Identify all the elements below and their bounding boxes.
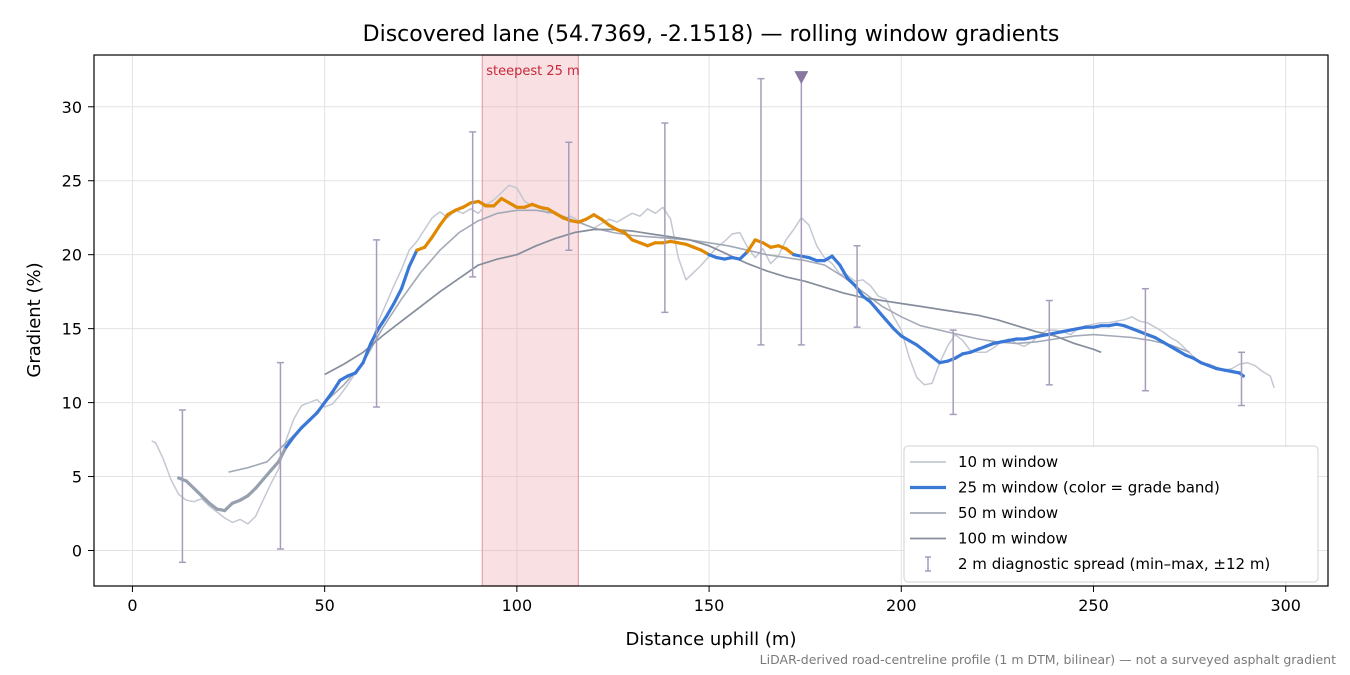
series-25m-window-segment: [223, 501, 234, 513]
series-25m-window-segment: [323, 390, 334, 405]
series-layer: [151, 184, 1275, 525]
highlight-layer: steepest 25 m: [481, 54, 580, 587]
series-25m-window-segment: [384, 301, 396, 319]
steepest-segment-band: [481, 54, 579, 587]
x-tick-label: 150: [694, 596, 725, 615]
series-25m-window-segment: [915, 343, 927, 353]
x-tick-label: 0: [127, 596, 137, 615]
legend-item-label: 2 m diagnostic spread (min–max, ±12 m): [958, 555, 1270, 573]
y-tick-label: 10: [62, 394, 82, 413]
y-tick-label: 20: [62, 246, 82, 265]
series-25m-window-segment: [784, 247, 796, 257]
series-25m-window-segment: [830, 254, 842, 267]
series-25m-window-segment: [492, 196, 504, 208]
x-tick-label: 200: [886, 596, 917, 615]
series-25m-window-segment: [861, 294, 873, 304]
legend-items: 10 m window 25 m window (color = grade ba…: [910, 453, 1270, 573]
series-25m-window-segment: [207, 501, 219, 511]
series-25m-window-segment: [876, 309, 888, 322]
series-25m-window-segment: [292, 426, 304, 439]
series-25m-window-segment: [376, 315, 388, 331]
series-25m-window-segment: [745, 238, 757, 254]
series-25m-window-segment: [922, 349, 934, 359]
legend-item-label: 25 m window (color = grade band): [958, 479, 1220, 497]
series-25m-window-segment: [353, 361, 365, 375]
y-axis-label: Gradient (%): [24, 262, 45, 377]
series-25m-window-segment: [838, 263, 850, 280]
steepest-segment-label: steepest 25 m: [486, 64, 579, 79]
series-25m-window-segment: [891, 327, 903, 338]
series-25m-window-segment: [300, 418, 311, 430]
x-tick-label: 50: [314, 596, 334, 615]
series-25m-window-segment: [599, 217, 611, 227]
series-25m-window-segment: [246, 486, 258, 498]
series-25m-window-segment: [184, 479, 196, 490]
plot-frame: [93, 54, 1329, 587]
y-tick-label: 30: [62, 98, 82, 117]
x-tick-label: 100: [502, 596, 533, 615]
series-25m-window-segment: [438, 213, 450, 227]
legend-item-label: 100 m window: [958, 530, 1068, 548]
series-25m-window-segment: [200, 494, 211, 505]
series-10m-window-line: [151, 184, 1275, 525]
series-25m-window-segment: [392, 287, 404, 306]
y-tick-label: 5: [72, 468, 82, 487]
series-100m-window-line: [324, 228, 1102, 376]
y-tick-label: 0: [72, 542, 82, 561]
series-25m-window-segment: [399, 264, 411, 291]
peak-marker-triangle: [794, 71, 809, 85]
ticks-layer: 0 50 100 150 200 250 300 0 5 10 15 20 25 30: [62, 98, 1301, 615]
series-25m-window-segment: [930, 355, 942, 365]
series-25m-window-segment: [253, 477, 265, 490]
x-tick-label: 250: [1078, 596, 1109, 615]
series-25m-window-segment: [261, 469, 273, 482]
errorbar-layer: [178, 71, 1246, 564]
legend-frame: [903, 445, 1319, 583]
x-tick-label: 300: [1270, 596, 1301, 615]
series-25m-window-segment: [361, 341, 373, 365]
series-25m-window-segment: [845, 276, 857, 288]
series-25m-window-segment: [622, 230, 634, 242]
footnote: LiDAR-derived road-centreline profile (1…: [760, 652, 1336, 667]
series-25m-window-segment: [423, 235, 434, 249]
legend-item-label: 10 m window: [958, 453, 1058, 471]
series-25m-window-segment: [430, 223, 442, 239]
legend-item-label: 50 m window: [958, 504, 1058, 522]
legend: 10 m window 25 m window (color = grade ba…: [903, 445, 1319, 583]
chart-title: Discovered lane (54.7369, -2.1518) — rol…: [363, 22, 1060, 47]
x-axis-label: Distance uphill (m): [626, 629, 797, 650]
series-25m-window-segment: [884, 318, 896, 331]
series-25m-window-segment: [315, 401, 327, 415]
series-25m-window-segment: [738, 250, 750, 261]
series-25m-window-segment: [868, 300, 880, 313]
series-25m-window-segment: [407, 248, 419, 269]
series-25m-window-segment: [192, 486, 204, 498]
y-tick-label: 15: [62, 320, 82, 339]
y-tick-label: 25: [62, 172, 82, 191]
grid: [94, 55, 1328, 586]
series-25m-window-segment: [269, 460, 281, 473]
series-25m-window-segment: [284, 435, 296, 449]
series-25m-window-segment: [330, 378, 342, 394]
series-25m-window-segment: [307, 411, 319, 422]
series-50m-window-line: [228, 209, 1190, 473]
